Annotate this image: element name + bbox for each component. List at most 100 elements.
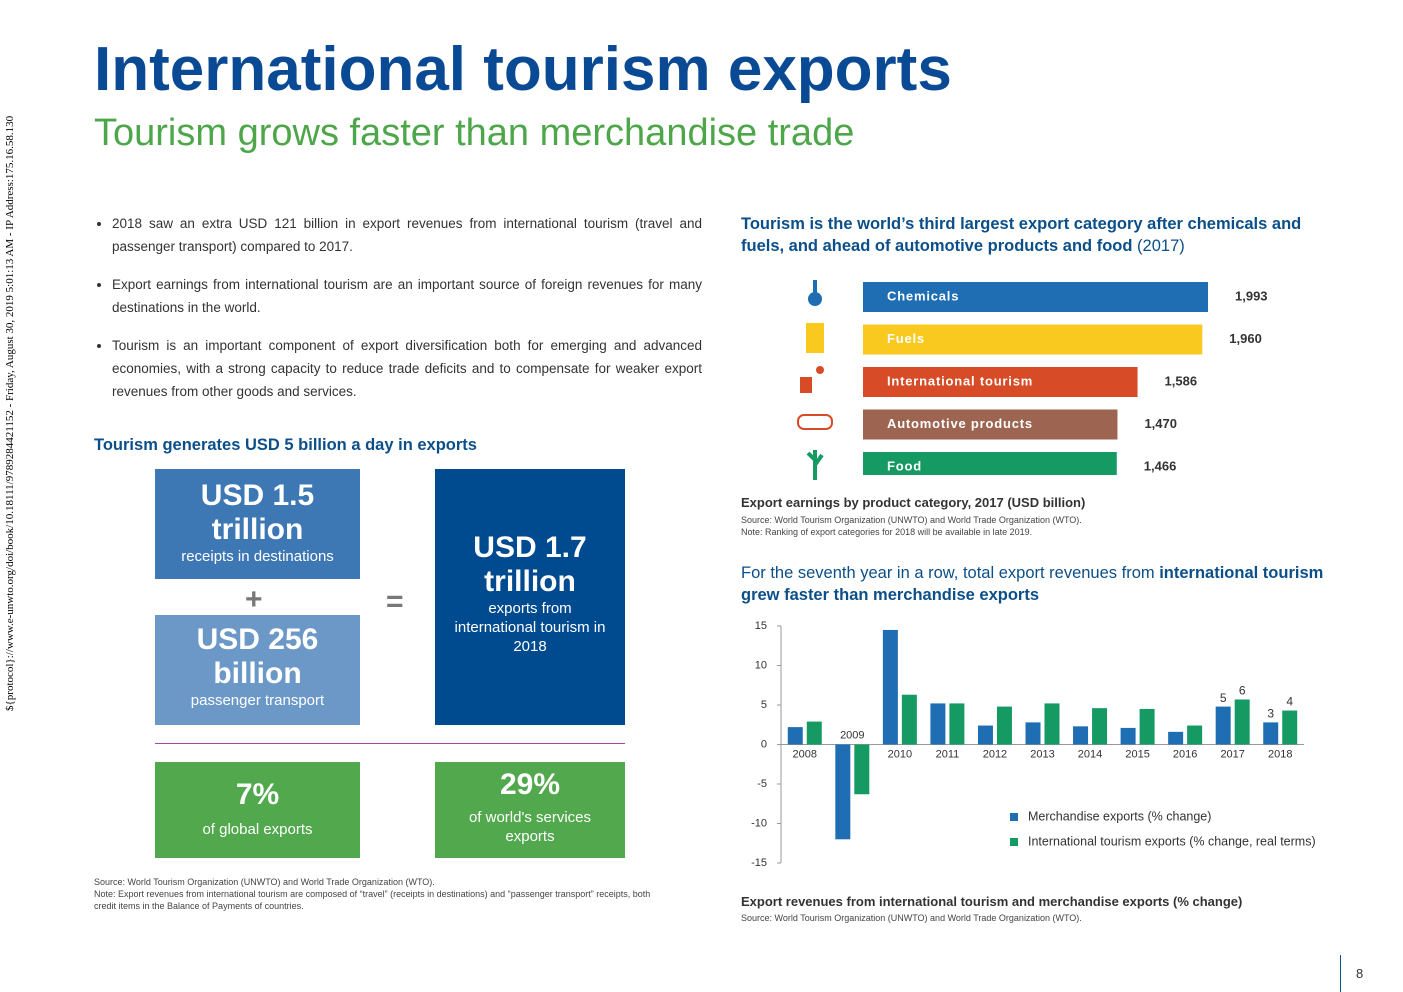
chart-title: For the seventh year in a row, total exp… [741, 562, 1341, 606]
y-tick-label: 0 [761, 738, 767, 750]
bar [901, 694, 917, 745]
bar-label: Fuels [887, 331, 925, 346]
y-tick-label: 5 [761, 699, 767, 711]
box-value: USD 1.5 trillion [200, 479, 315, 546]
title-text: Tourism is the world’s third largest exp… [741, 215, 1302, 255]
services-share-box: 29% of world's services exports [435, 762, 625, 858]
note: Note: Export revenues from international… [94, 889, 651, 911]
bar [1139, 708, 1155, 745]
icons [797, 280, 833, 480]
bar [996, 706, 1012, 745]
bar [1263, 722, 1279, 745]
bar [977, 725, 993, 745]
bar-label: Chemicals [887, 288, 959, 303]
total-box: USD 1.7 trillion exports from internatio… [435, 469, 625, 725]
legend-label: International tourism exports (% change,… [1028, 834, 1316, 848]
equals: = [386, 585, 404, 618]
bar [787, 727, 803, 745]
y-tick-label: -15 [751, 857, 767, 869]
value-label: 1,993 [1235, 288, 1268, 303]
y-tick-label: -5 [757, 778, 767, 790]
icon [806, 450, 824, 480]
subtitle: Tourism grows faster than merchandise tr… [94, 112, 855, 154]
bar [863, 324, 1203, 355]
box-label: receipts in destinations [181, 548, 334, 565]
value-label: 5 [1220, 691, 1227, 705]
bar [806, 721, 822, 745]
value-label: 3 [1267, 707, 1274, 721]
x-tick-label: 2015 [1125, 748, 1149, 760]
bar [1073, 726, 1089, 745]
global-share-box: 7% of global exports [155, 762, 360, 858]
bar [882, 629, 898, 745]
value-label: 6 [1239, 684, 1246, 698]
bar [1187, 725, 1203, 745]
note: Note: Ranking of export categories for 2… [741, 527, 1033, 537]
bullet: Tourism is an important component of exp… [112, 334, 702, 403]
x-tick-label: 2008 [793, 748, 817, 760]
x-tick-label: 2014 [1078, 748, 1102, 760]
receipts-box: USD 1.5 trillion receipts in destination… [155, 469, 360, 579]
box-label: of global exports [202, 821, 313, 838]
bar [1120, 727, 1136, 745]
bar [1168, 731, 1184, 745]
bar [1092, 708, 1108, 745]
bar [863, 367, 1138, 397]
bar-label: Automotive products [887, 416, 1033, 431]
box-value: 7% [235, 778, 280, 811]
title: International tourism exports [94, 35, 952, 104]
bar [863, 409, 1118, 440]
bar [930, 703, 946, 745]
bar [863, 452, 1117, 475]
plus: + [245, 583, 263, 616]
value-label: 1,470 [1144, 416, 1177, 431]
source: Source: World Tourism Organization (UNWT… [741, 515, 1082, 525]
bar [1025, 722, 1041, 745]
box-label: of world's services exports [468, 809, 592, 845]
bar [854, 744, 870, 795]
side-text: ${protocol}://www.e-unwto.org/doi/book/1… [4, 115, 16, 711]
y-tick-label: 15 [755, 620, 767, 632]
chart-caption: Export revenues from international touri… [741, 894, 1243, 909]
bar [835, 744, 851, 840]
title-text: For the seventh year in a row, total exp… [741, 564, 1155, 582]
bar [1282, 710, 1298, 745]
chart: Chemicals 1,993 Fuels 1,960 International to… [863, 282, 1268, 475]
value-label: 1,960 [1229, 331, 1262, 346]
source: Source: World Tourism Organization (UNWT… [94, 877, 435, 887]
legend-label: Merchandise exports (% change) [1028, 809, 1211, 823]
divider [155, 743, 625, 744]
infographic-heading: Tourism generates USD 5 billion a day in… [94, 436, 477, 454]
bar [1234, 699, 1250, 745]
bar [949, 703, 965, 745]
chart-caption: Export earnings by product category, 201… [741, 495, 1086, 510]
bar [1044, 703, 1060, 745]
bar [863, 282, 1208, 312]
page-rule [1340, 955, 1341, 992]
box-label: exports from international tourism in 20… [454, 600, 606, 655]
legend-swatch [1010, 813, 1018, 821]
bar-label: International tourism [887, 373, 1033, 388]
source: Source: World Tourism Organization (UNWT… [741, 913, 1082, 923]
x-tick-label: 2016 [1173, 748, 1197, 760]
value-label: 4 [1286, 695, 1293, 709]
title-suffix: (2017) [1137, 237, 1185, 255]
bullet: 2018 saw an extra USD 121 billion in exp… [112, 212, 702, 258]
value-label: 1,466 [1144, 458, 1177, 473]
box-value: USD 256 billion [196, 623, 319, 690]
x-tick-label: 2013 [1030, 748, 1054, 760]
page-number: 8 [1356, 966, 1364, 981]
chart: -15 -10 -5 0 5 10 15 2008 2009 2010 2011 2012 2013 20… [751, 620, 1316, 869]
y-tick-label: -10 [751, 817, 767, 829]
bar-label: Food [887, 458, 922, 473]
icon [800, 377, 812, 393]
bullet: Export earnings from international touri… [112, 273, 702, 319]
transport-box: USD 256 billion passenger transport [155, 615, 360, 725]
x-tick-label: 2011 [936, 748, 960, 760]
title-bold: international tourism grew faster than m… [741, 564, 1324, 604]
box-label: passenger transport [190, 692, 325, 709]
x-tick-label: 2012 [983, 748, 1007, 760]
icon [816, 366, 824, 374]
x-tick-label: 2009 [840, 729, 864, 741]
